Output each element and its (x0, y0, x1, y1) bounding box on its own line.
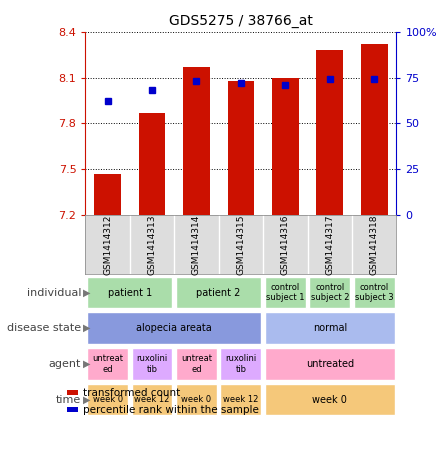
Text: disease state: disease state (7, 323, 81, 333)
FancyBboxPatch shape (176, 348, 217, 380)
FancyBboxPatch shape (220, 348, 261, 380)
Text: control
subject 2: control subject 2 (311, 283, 349, 302)
Bar (67, 390, 78, 395)
Bar (272, 77, 299, 215)
Bar (183, 67, 210, 215)
Text: week 0: week 0 (92, 395, 123, 404)
Text: patient 1: patient 1 (108, 288, 152, 298)
Title: GDS5275 / 38766_at: GDS5275 / 38766_at (169, 14, 313, 28)
Text: normal: normal (313, 323, 347, 333)
Text: ▶: ▶ (83, 395, 91, 405)
Text: individual: individual (27, 288, 81, 298)
Text: control
subject 3: control subject 3 (355, 283, 393, 302)
FancyBboxPatch shape (176, 384, 217, 415)
FancyBboxPatch shape (131, 348, 173, 380)
FancyBboxPatch shape (265, 348, 395, 380)
Text: control
subject 1: control subject 1 (266, 283, 304, 302)
FancyBboxPatch shape (87, 277, 173, 308)
Bar (139, 113, 166, 215)
Text: percentile rank within the sample: percentile rank within the sample (84, 405, 259, 414)
Text: GSM1414314: GSM1414314 (192, 214, 201, 275)
FancyBboxPatch shape (220, 384, 261, 415)
Bar (94, 174, 121, 215)
Text: week 0: week 0 (181, 395, 212, 404)
FancyBboxPatch shape (87, 384, 128, 415)
Text: ▶: ▶ (83, 323, 91, 333)
Text: untreat
ed: untreat ed (92, 354, 123, 374)
FancyBboxPatch shape (87, 348, 128, 380)
Text: GSM1414317: GSM1414317 (325, 214, 334, 275)
Text: transformed count: transformed count (84, 387, 181, 398)
Text: GSM1414312: GSM1414312 (103, 214, 112, 275)
Text: agent: agent (49, 359, 81, 369)
FancyBboxPatch shape (87, 313, 261, 344)
Bar (316, 50, 343, 215)
Text: week 12: week 12 (223, 395, 258, 404)
FancyBboxPatch shape (265, 313, 395, 344)
Bar (228, 81, 254, 215)
FancyBboxPatch shape (265, 384, 395, 415)
Text: patient 2: patient 2 (197, 288, 241, 298)
Text: time: time (56, 395, 81, 405)
Text: ▶: ▶ (83, 359, 91, 369)
Text: GSM1414316: GSM1414316 (281, 214, 290, 275)
FancyBboxPatch shape (265, 277, 306, 308)
Text: week 12: week 12 (134, 395, 170, 404)
FancyBboxPatch shape (309, 277, 350, 308)
FancyBboxPatch shape (354, 277, 395, 308)
Text: ruxolini
tib: ruxolini tib (225, 354, 257, 374)
Text: GSM1414313: GSM1414313 (148, 214, 156, 275)
Bar (361, 44, 388, 215)
Text: untreated: untreated (306, 359, 354, 369)
Text: untreat
ed: untreat ed (181, 354, 212, 374)
Text: ruxolini
tib: ruxolini tib (136, 354, 168, 374)
FancyBboxPatch shape (176, 277, 261, 308)
Text: GSM1414315: GSM1414315 (237, 214, 245, 275)
Text: GSM1414318: GSM1414318 (370, 214, 379, 275)
Text: week 0: week 0 (312, 395, 347, 405)
Text: ▶: ▶ (83, 288, 91, 298)
Text: alopecia areata: alopecia areata (136, 323, 212, 333)
Bar (67, 408, 78, 411)
FancyBboxPatch shape (131, 384, 173, 415)
